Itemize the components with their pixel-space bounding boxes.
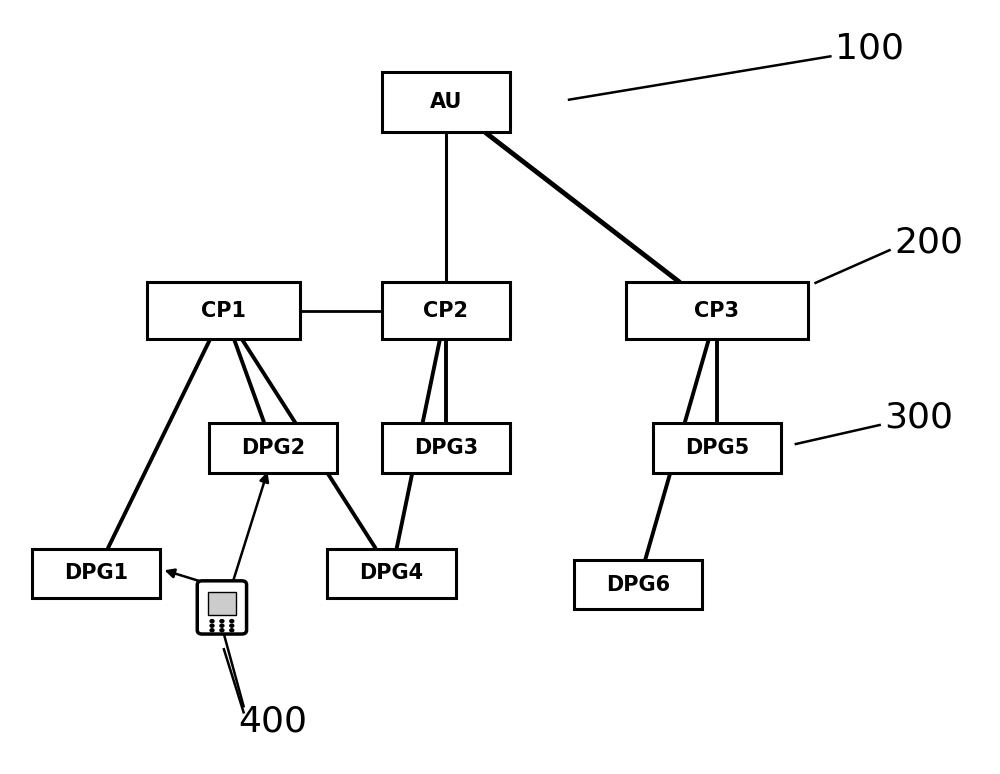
Text: AU: AU: [430, 92, 462, 112]
Bar: [327, 549, 456, 598]
Bar: [32, 549, 160, 598]
Bar: [626, 283, 808, 340]
Bar: [209, 423, 337, 472]
Bar: [574, 560, 702, 609]
Bar: [208, 592, 236, 615]
Bar: [382, 423, 510, 472]
Circle shape: [230, 628, 234, 632]
Circle shape: [210, 624, 214, 627]
Circle shape: [220, 628, 224, 632]
Circle shape: [220, 624, 224, 627]
Circle shape: [210, 620, 214, 622]
Bar: [147, 283, 300, 340]
Text: DPG4: DPG4: [359, 563, 424, 584]
Text: 100: 100: [835, 32, 904, 66]
Text: 300: 300: [885, 400, 954, 434]
Text: DPG5: DPG5: [685, 438, 749, 457]
Text: CP3: CP3: [694, 301, 739, 321]
Bar: [382, 71, 510, 132]
Text: 400: 400: [239, 704, 308, 738]
Circle shape: [230, 620, 234, 622]
Text: 200: 200: [894, 225, 963, 259]
Text: DPG6: DPG6: [606, 574, 670, 594]
Bar: [653, 423, 781, 472]
Text: DPG3: DPG3: [414, 438, 478, 457]
Circle shape: [230, 624, 234, 627]
Text: CP1: CP1: [201, 301, 246, 321]
Circle shape: [210, 628, 214, 632]
Text: CP2: CP2: [423, 301, 468, 321]
Circle shape: [220, 620, 224, 622]
Text: DPG2: DPG2: [241, 438, 305, 457]
FancyBboxPatch shape: [197, 580, 247, 634]
Bar: [382, 283, 510, 340]
Text: DPG1: DPG1: [64, 563, 128, 584]
